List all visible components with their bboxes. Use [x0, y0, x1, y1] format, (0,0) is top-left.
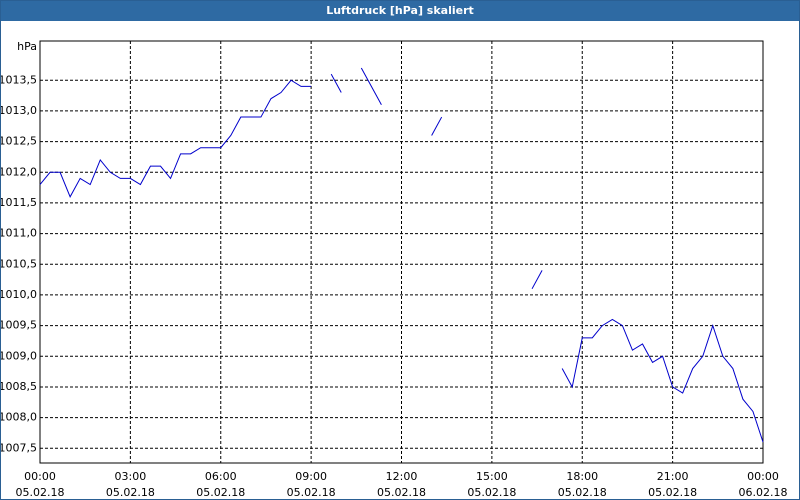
x-tick-label: 21:00 05.02.18 — [648, 470, 698, 499]
x-tick-label: 06:00 05.02.18 — [196, 470, 246, 499]
x-tick-label: 15:00 05.02.18 — [467, 470, 517, 499]
y-tick-label: 1011,5 — [1, 196, 37, 209]
y-tick-label: 1010,5 — [1, 257, 37, 270]
y-tick-label: 1008,5 — [1, 380, 37, 393]
x-tick-label: 03:00 05.02.18 — [105, 470, 155, 499]
x-tick-label: 09:00 05.02.18 — [286, 470, 336, 499]
x-tick-label: 18:00 05.02.18 — [557, 470, 607, 499]
x-tick-label: 00:00 06.02.18 — [738, 470, 788, 499]
y-tick-label: 1012,0 — [1, 165, 37, 178]
y-tick-label: 1007,5 — [1, 441, 37, 454]
y-tick-label: 1009,5 — [1, 319, 37, 332]
y-tick-label: 1011,0 — [1, 227, 37, 240]
y-tick-label: 1010,0 — [1, 288, 37, 301]
x-tick-label: 12:00 05.02.18 — [377, 470, 426, 499]
y-axis-label: hPa — [17, 40, 37, 53]
y-tick-label: 1008,0 — [1, 411, 37, 424]
x-tick-label: 00:00 05.02.18 — [15, 470, 65, 499]
y-tick-label: 1009,0 — [1, 349, 37, 362]
chart-title: Luftdruck [hPa] skaliert — [1, 1, 799, 21]
y-tick-label: 1013,0 — [1, 104, 37, 117]
y-tick-label: 1013,5 — [1, 73, 37, 86]
data-line — [39, 67, 764, 443]
y-tick-label: 1012,5 — [1, 135, 37, 148]
